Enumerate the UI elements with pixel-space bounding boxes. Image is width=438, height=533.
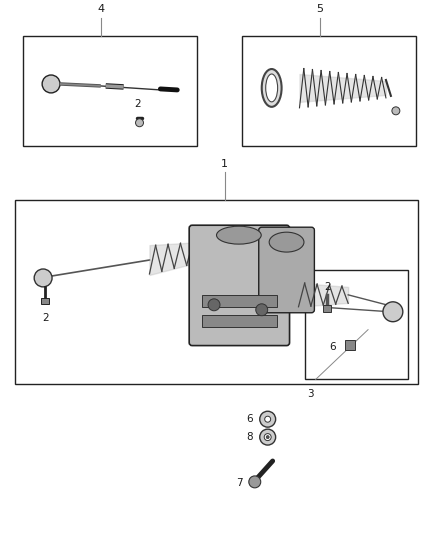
Circle shape	[42, 75, 60, 93]
Bar	[15, 200, 418, 384]
Text: 2: 2	[324, 282, 331, 292]
Circle shape	[208, 299, 220, 311]
Circle shape	[266, 435, 269, 439]
Bar	[23, 36, 197, 146]
Circle shape	[265, 416, 271, 422]
Bar	[242, 36, 416, 146]
Text: 3: 3	[307, 389, 314, 399]
Ellipse shape	[266, 74, 278, 102]
Circle shape	[383, 302, 403, 322]
Circle shape	[34, 269, 52, 287]
Ellipse shape	[216, 226, 261, 244]
Text: 6: 6	[246, 414, 253, 424]
Circle shape	[256, 304, 268, 316]
Text: 8: 8	[246, 432, 253, 442]
Circle shape	[260, 429, 276, 445]
Ellipse shape	[262, 69, 282, 107]
Bar	[305, 270, 408, 379]
Bar	[202, 295, 277, 307]
Ellipse shape	[269, 232, 304, 252]
Circle shape	[249, 476, 261, 488]
Bar	[41, 298, 49, 304]
Circle shape	[260, 411, 276, 427]
Circle shape	[264, 434, 271, 441]
Text: 2: 2	[134, 99, 141, 109]
Bar	[202, 315, 277, 327]
Bar	[323, 305, 331, 312]
Text: 5: 5	[317, 4, 324, 14]
FancyBboxPatch shape	[189, 225, 290, 345]
FancyBboxPatch shape	[259, 227, 314, 313]
Text: 4: 4	[98, 4, 105, 14]
Bar	[345, 340, 355, 350]
Text: 2: 2	[42, 313, 49, 323]
Circle shape	[392, 107, 400, 115]
Text: 6: 6	[329, 342, 336, 352]
Text: 1: 1	[221, 158, 228, 168]
Circle shape	[135, 119, 144, 127]
Text: 7: 7	[236, 478, 243, 488]
